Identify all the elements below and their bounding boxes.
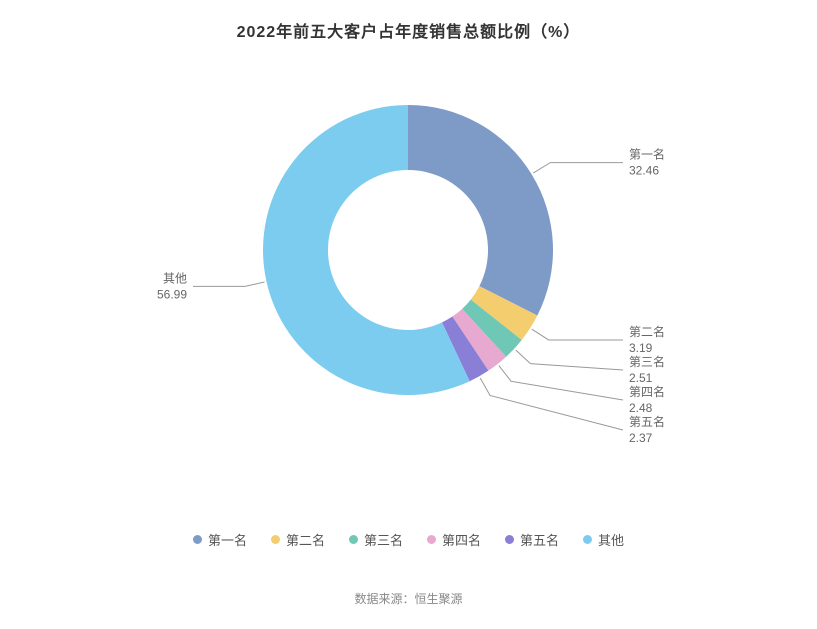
leader-line	[532, 329, 623, 340]
leader-line	[480, 378, 623, 430]
legend: 第一名 第二名 第三名 第四名 第五名 其他	[0, 530, 817, 549]
legend-item[interactable]: 第三名	[349, 530, 403, 549]
slice-label-name: 第二名	[629, 324, 665, 339]
slice-label-value: 32.46	[629, 164, 659, 178]
leader-line	[193, 282, 265, 286]
slice-label-name: 其他	[163, 271, 187, 285]
slice-label-name: 第五名	[629, 414, 665, 429]
slice-label-name: 第四名	[629, 384, 665, 399]
slice-label-value: 2.51	[629, 371, 653, 385]
leader-line	[516, 350, 623, 370]
slice-label-name: 第三名	[629, 354, 665, 369]
legend-item[interactable]: 第五名	[505, 530, 559, 549]
legend-swatch	[583, 535, 592, 544]
legend-item[interactable]: 其他	[583, 530, 624, 549]
data-source: 数据来源：恒生聚源	[0, 590, 817, 607]
slice-label-name: 第一名	[629, 147, 665, 162]
chart-container: { "chart": { "type": "donut", "title": "…	[0, 0, 817, 629]
legend-swatch	[193, 535, 202, 544]
chart-title: 2022年前五大客户占年度销售总额比例（%）	[0, 0, 817, 42]
slice-label-value: 56.99	[157, 287, 187, 301]
legend-swatch	[349, 535, 358, 544]
legend-item[interactable]: 第一名	[193, 530, 247, 549]
legend-swatch	[271, 535, 280, 544]
legend-item[interactable]: 第四名	[427, 530, 481, 549]
legend-label: 第二名	[286, 530, 325, 549]
donut-chart: 第一名 32.46 第二名 3.19第三名 2.51第四名 2.48第五名 2.37 其他 56…	[0, 60, 817, 500]
leader-line	[533, 163, 623, 173]
donut-slice[interactable]	[408, 105, 553, 316]
legend-label: 第五名	[520, 530, 559, 549]
slice-label-value: 3.19	[629, 341, 653, 355]
legend-label: 第三名	[364, 530, 403, 549]
legend-label: 第一名	[208, 530, 247, 549]
slice-label-value: 2.37	[629, 431, 653, 445]
legend-swatch	[505, 535, 514, 544]
legend-label: 第四名	[442, 530, 481, 549]
slice-label-value: 2.48	[629, 401, 653, 415]
legend-swatch	[427, 535, 436, 544]
legend-label: 其他	[598, 530, 624, 549]
source-text: 恒生聚源	[415, 592, 463, 606]
leader-line	[499, 366, 623, 400]
source-prefix: 数据来源：	[354, 592, 414, 606]
legend-item[interactable]: 第二名	[271, 530, 325, 549]
